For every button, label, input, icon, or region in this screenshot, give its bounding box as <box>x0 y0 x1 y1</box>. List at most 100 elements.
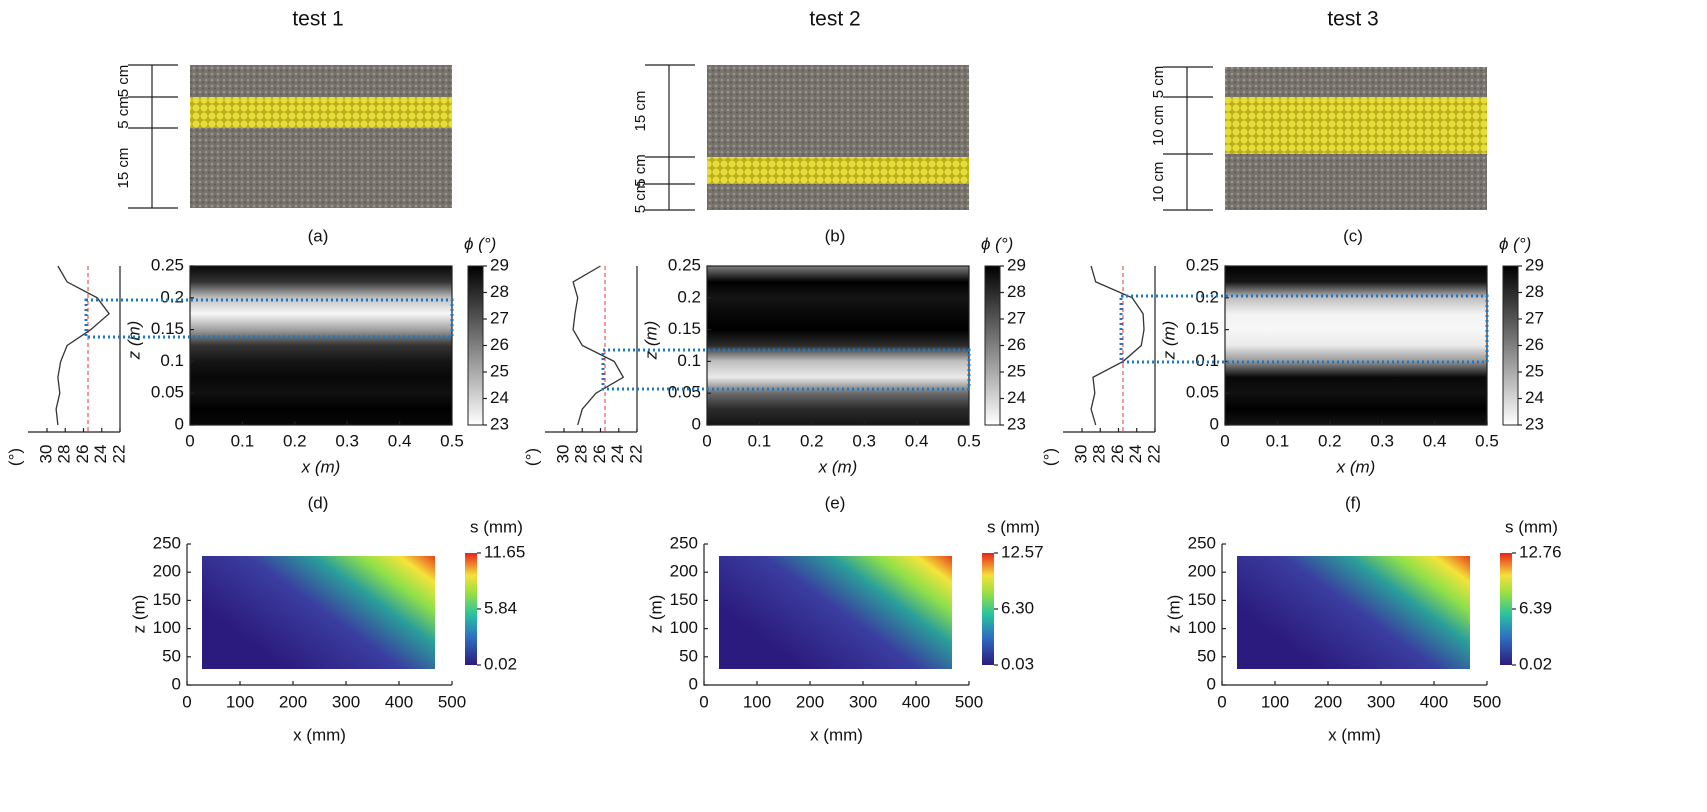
profile-tick-label: 28 <box>1090 445 1109 464</box>
colorbar-tick-label: 29 <box>1525 255 1544 274</box>
profile-unit: (°) <box>1040 448 1059 466</box>
phi-profile <box>1091 266 1144 425</box>
x-tick-label: 0.2 <box>283 431 307 450</box>
colorbar <box>465 553 477 665</box>
colorbar <box>1503 266 1518 425</box>
phi-profile <box>573 266 623 425</box>
x-axis-label: x (mm) <box>810 725 863 744</box>
x-tick-label: 500 <box>1473 692 1501 711</box>
colorbar-tick-label: 27 <box>490 308 509 327</box>
x-tick-label: 0.3 <box>335 431 359 450</box>
caption: (g) <box>308 764 329 783</box>
y-tick-label: 0.25 <box>151 255 184 274</box>
y-tick-label: 0 <box>692 414 701 433</box>
x-tick-label: 0 <box>182 692 191 711</box>
y-tick-label: 250 <box>670 533 698 552</box>
photo <box>190 65 452 208</box>
colorbar-title: ϕ (°) <box>464 234 496 253</box>
layer-label: 5 cm <box>632 181 649 214</box>
colorbar-tick-label: 25 <box>1525 361 1544 380</box>
caption: (f) <box>1345 493 1361 512</box>
x-tick-label: 0.5 <box>957 431 981 450</box>
x-tick-label: 200 <box>279 692 307 711</box>
x-tick-label: 500 <box>438 692 466 711</box>
profile-tick-label: 22 <box>626 445 645 464</box>
x-tick-label: 100 <box>226 692 254 711</box>
y-tick-label: 0.25 <box>668 255 701 274</box>
caption: (i) <box>1345 764 1360 783</box>
profile-unit: (°) <box>522 448 541 466</box>
x-tick-label: 0.1 <box>1266 431 1290 450</box>
colorbar-tick-label: 6.30 <box>1001 598 1034 617</box>
figure: test 15 cm5 cm15 cm(a)00.10.20.30.40.500… <box>0 0 1707 812</box>
panel-title: test 3 <box>1327 8 1378 31</box>
colorbar-tick-label: 23 <box>1007 414 1026 433</box>
x-tick-label: 0.1 <box>748 431 772 450</box>
x-tick-label: 0.4 <box>905 431 929 450</box>
displacement-field <box>719 556 952 669</box>
y-tick-label: 250 <box>1188 533 1216 552</box>
x-tick-label: 0.2 <box>800 431 824 450</box>
y-tick-label: 200 <box>670 562 698 581</box>
x-tick-label: 0 <box>185 431 194 450</box>
y-axis-label: z (m) <box>1159 321 1178 361</box>
colorbar-tick-label: 23 <box>490 414 509 433</box>
y-tick-label: 0.1 <box>677 351 701 370</box>
colorbar-title: s (mm) <box>987 517 1040 536</box>
x-tick-label: 400 <box>902 692 930 711</box>
profile-tick-label: 28 <box>55 445 74 464</box>
x-tick-label: 100 <box>1261 692 1289 711</box>
y-tick-label: 50 <box>679 646 698 665</box>
caption: (e) <box>825 493 846 512</box>
y-tick-label: 150 <box>1188 590 1216 609</box>
layer-label: 10 cm <box>1150 105 1167 146</box>
profile-tick-label: 30 <box>36 445 55 464</box>
x-tick-label: 300 <box>849 692 877 711</box>
colorbar-tick-label: 24 <box>1007 388 1026 407</box>
y-tick-label: 50 <box>162 646 181 665</box>
profile-tick-label: 30 <box>1071 445 1090 464</box>
colorbar-tick-label: 28 <box>1525 282 1544 301</box>
colorbar-tick-label: 6.39 <box>1519 598 1552 617</box>
x-tick-label: 100 <box>743 692 771 711</box>
colorbar-tick-label: 26 <box>1007 335 1026 354</box>
colorbar-tick-label: 26 <box>490 335 509 354</box>
colorbar <box>985 266 1000 425</box>
y-axis-label: z (m) <box>1164 595 1183 634</box>
colorbar-tick-label: 0.03 <box>1001 654 1034 673</box>
layer-label: 15 cm <box>115 148 132 189</box>
caption: (h) <box>825 764 846 783</box>
y-tick-label: 100 <box>1188 618 1216 637</box>
y-axis-label: z (m) <box>646 595 665 634</box>
x-tick-label: 0.2 <box>1318 431 1342 450</box>
photo <box>707 65 969 210</box>
colorbar-tick-label: 5.84 <box>484 598 517 617</box>
y-tick-label: 0 <box>1210 414 1219 433</box>
colorbar-tick-label: 12.76 <box>1519 542 1562 561</box>
x-tick-label: 300 <box>1367 692 1395 711</box>
displacement-field <box>202 556 435 669</box>
caption: (d) <box>308 493 329 512</box>
phi-heatmap <box>707 266 969 425</box>
colorbar-tick-label: 26 <box>1525 335 1544 354</box>
colorbar-tick-label: 0.02 <box>484 654 517 673</box>
colorbar-title: s (mm) <box>470 517 523 536</box>
photo-layer <box>1225 97 1487 154</box>
x-tick-label: 0.4 <box>1423 431 1447 450</box>
x-tick-label: 0.5 <box>440 431 464 450</box>
y-tick-label: 0.05 <box>1186 383 1219 402</box>
x-tick-label: 200 <box>796 692 824 711</box>
x-tick-label: 0.3 <box>1370 431 1394 450</box>
x-tick-label: 0.1 <box>231 431 255 450</box>
x-tick-label: 0.3 <box>852 431 876 450</box>
y-tick-label: 0 <box>1207 674 1216 693</box>
colorbar-tick-label: 11.65 <box>484 542 525 561</box>
y-tick-label: 0 <box>172 674 181 693</box>
profile-tick-label: 26 <box>1108 445 1127 464</box>
caption: (c) <box>1343 226 1363 245</box>
colorbar-title: ϕ (°) <box>981 234 1013 253</box>
colorbar-tick-label: 28 <box>1007 282 1026 301</box>
colorbar-tick-label: 27 <box>1525 308 1544 327</box>
colorbar-tick-label: 27 <box>1007 308 1026 327</box>
colorbar-tick-label: 29 <box>1007 255 1026 274</box>
